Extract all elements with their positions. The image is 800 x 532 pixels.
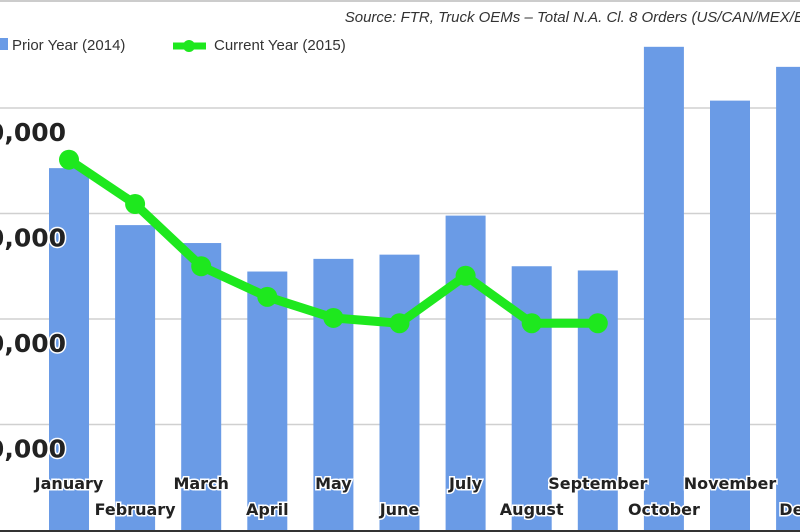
bar-march (181, 243, 222, 532)
line-current-year (59, 149, 608, 334)
point-march (191, 256, 212, 277)
bar-april (247, 271, 288, 532)
x-tick-label: November (684, 474, 777, 493)
y-axis-labels: 0,000 0,000 0,000 0,000 (0, 117, 68, 466)
y-tick-label: 0,000 (0, 435, 66, 464)
x-tick-label: February (95, 500, 177, 519)
x-tick-label: Dec (779, 500, 800, 519)
point-january (59, 149, 79, 170)
bar-october (643, 46, 684, 532)
x-tick-label: September (548, 474, 647, 493)
y-tick-label: 0,000 (0, 224, 66, 253)
point-september (587, 313, 608, 334)
source-note: Source: FTR, Truck OEMs – Total N.A. Cl.… (345, 9, 800, 26)
x-tick-label: August (500, 500, 564, 519)
y-tick-label: 0,000 (0, 329, 66, 358)
legend-label-prior: Prior Year (2014) (12, 37, 125, 54)
bar-november (710, 100, 750, 532)
x-tick-label: July (448, 474, 483, 493)
bar-august (511, 266, 552, 532)
point-may (323, 307, 344, 328)
legend: Prior Year (2014) Current Year (2015) (0, 37, 346, 54)
x-tick-label: April (246, 500, 289, 519)
x-tick-label: October (628, 500, 700, 519)
x-tick-label: June (379, 500, 420, 519)
x-tick-label: January (34, 474, 104, 493)
legend-marker-current (183, 40, 195, 52)
point-july (455, 265, 476, 286)
x-tick-label: March (173, 474, 228, 493)
point-april (257, 286, 278, 307)
legend-swatch-prior (0, 38, 8, 50)
legend-label-current: Current Year (2015) (214, 37, 346, 54)
bar-january (49, 168, 89, 532)
point-february (125, 194, 146, 215)
point-august (521, 313, 542, 334)
x-axis-labels: January February March April May June July Augu… (32, 473, 800, 521)
point-june (389, 313, 410, 334)
y-tick-label: 0,000 (0, 118, 66, 147)
x-tick-label: May (315, 474, 352, 493)
bar-december (776, 66, 800, 532)
bar-may (313, 258, 354, 532)
bar-june (379, 254, 420, 532)
bars-prior-year (49, 46, 800, 532)
bar-february (115, 225, 156, 532)
